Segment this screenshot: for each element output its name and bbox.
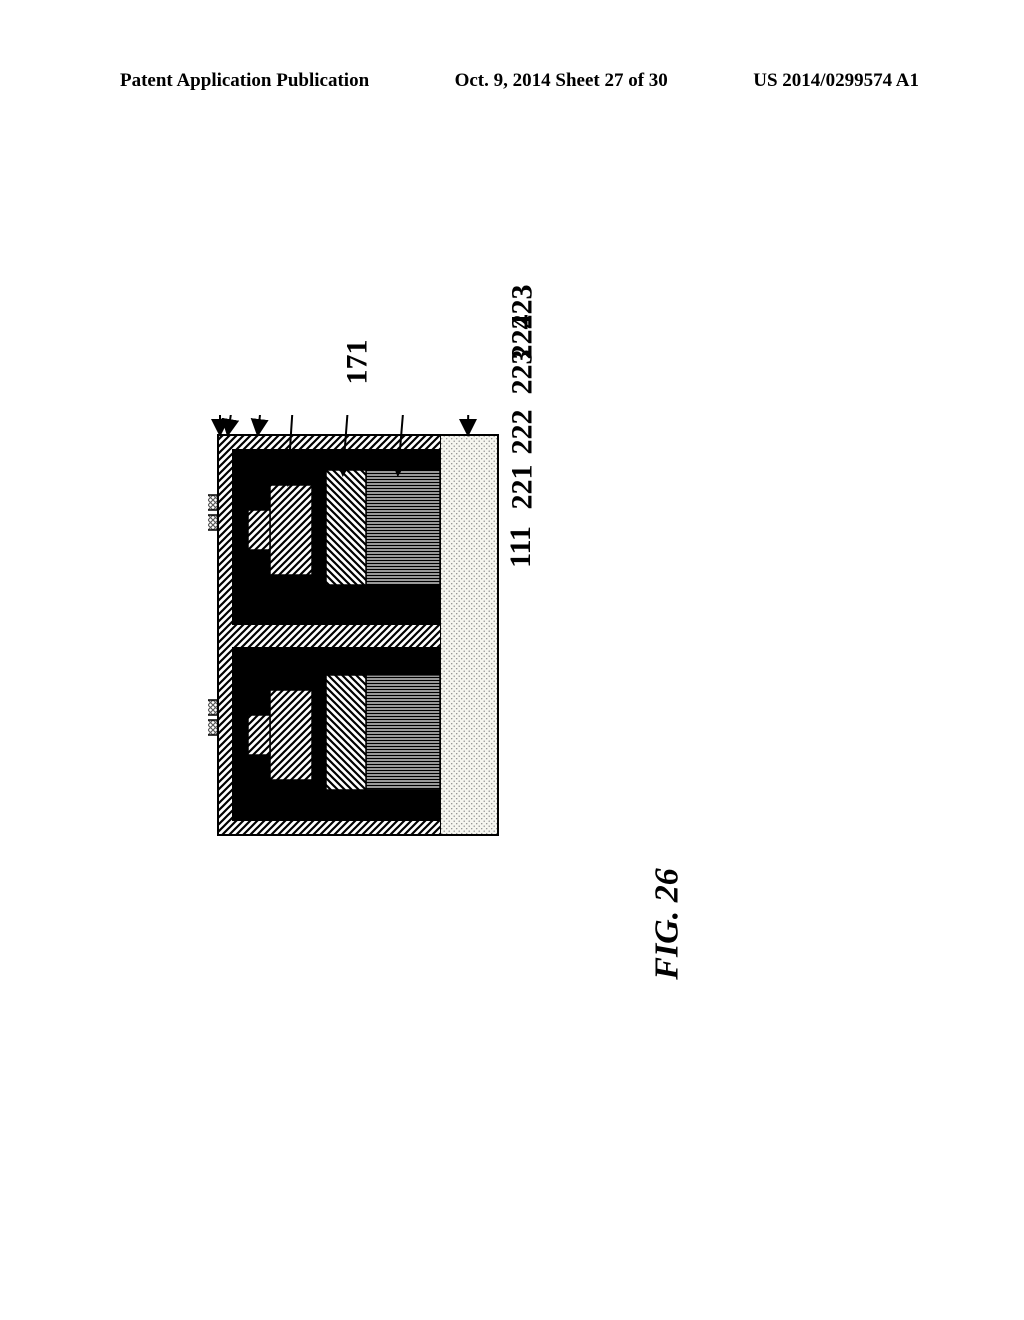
label-223b: 223 xyxy=(506,350,540,395)
cross-section-diagram xyxy=(208,415,503,860)
label-222: 222 xyxy=(506,410,540,455)
figure-caption: FIG. 26 xyxy=(649,868,687,979)
header-center: Oct. 9, 2014 Sheet 27 of 30 xyxy=(455,70,668,92)
label-221: 221 xyxy=(506,465,540,510)
header-left: Patent Application Publication xyxy=(120,70,369,92)
page-header: Patent Application Publication Oct. 9, 2… xyxy=(0,70,1024,92)
label-171: 171 xyxy=(341,340,375,385)
label-111: 111 xyxy=(504,526,538,568)
header-right: US 2014/0299574 A1 xyxy=(753,70,919,92)
